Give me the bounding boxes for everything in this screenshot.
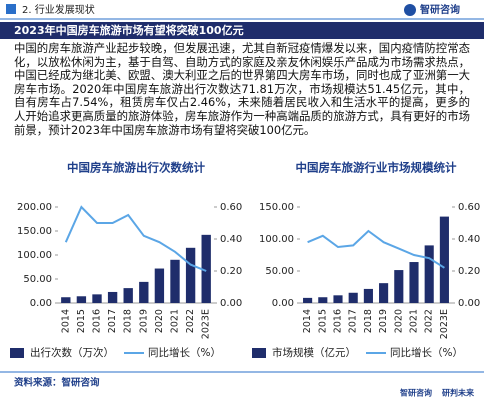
y2-tick-label: 0.40	[458, 234, 480, 245]
y-tick-label: 0.00	[30, 298, 52, 309]
y2-tick-label: 0.20	[220, 266, 242, 277]
x-tick-label: 2022	[424, 309, 435, 333]
y-tick-label: 50.00	[23, 274, 52, 285]
x-tick-label: 2023E	[201, 309, 212, 339]
y2-tick-label: 0.00	[220, 298, 242, 309]
source: 资料来源：智研咨询	[14, 377, 100, 389]
logo-icon	[404, 4, 416, 16]
legend-label: 同比增长（%）	[148, 346, 221, 359]
bar	[379, 283, 389, 303]
footer-slogan: 研判未来	[442, 388, 475, 398]
x-tick-label: 2018	[363, 309, 374, 333]
x-tick-label: 2021	[170, 309, 181, 333]
line	[307, 229, 445, 269]
x-tick-label: 2021	[409, 309, 420, 333]
y2-tick-label: 0.20	[458, 266, 480, 277]
bar	[424, 245, 434, 303]
bar	[303, 297, 313, 303]
section-icon	[6, 4, 16, 14]
y2-tick-label: 0.00	[458, 298, 480, 309]
x-tick-label: 2018	[123, 309, 134, 333]
x-tick-label: 2019	[138, 309, 149, 333]
x-tick-label: 2016	[92, 309, 103, 333]
x-tick-label: 2014	[302, 309, 313, 333]
y2-tick-label: 0.40	[220, 234, 242, 245]
bar	[409, 262, 419, 303]
bar	[201, 234, 211, 303]
bar	[363, 288, 373, 303]
line	[64, 205, 207, 272]
y-tick-label: 100.00	[259, 234, 294, 245]
section-title: 2. 行业发展现状	[22, 3, 95, 16]
bar	[318, 297, 328, 303]
chart-title: 中国房车旅游出行次数统计	[67, 161, 205, 175]
logo-text: 智研咨询	[420, 3, 460, 16]
x-tick-label: 2015	[317, 309, 328, 333]
legend-label: 同比增长（%）	[390, 346, 463, 359]
bar	[61, 297, 71, 303]
bar	[185, 247, 196, 303]
page-title: 2023年中国房车旅游市场有望将突破100亿元	[14, 23, 244, 37]
y2-tick-label: 0.60	[220, 202, 242, 213]
x-tick-label: 2017	[107, 309, 118, 333]
x-tick-label: 2019	[378, 309, 389, 333]
y-tick-label: 0.00	[272, 298, 294, 309]
x-tick-label: 2020	[393, 309, 404, 333]
legend-label: 市场规模（亿元）	[272, 346, 356, 359]
bar	[139, 281, 149, 303]
legend-label: 出行次数（万次）	[30, 346, 114, 359]
y2-tick-label: 0.60	[458, 202, 480, 213]
bar	[123, 288, 133, 303]
x-tick-label: 2016	[333, 309, 344, 333]
bar	[170, 259, 180, 303]
bar	[333, 295, 343, 303]
bar	[394, 270, 404, 303]
x-tick-label: 2014	[60, 309, 71, 333]
bar	[107, 291, 118, 303]
paragraph: 中国的房车旅游产业起步较晚，但发展迅速，尤其自新冠疫情爆发以来，国内疫情防控常态…	[14, 41, 470, 137]
x-tick-label: 2023E	[439, 309, 450, 339]
y-tick-label: 150.00	[259, 202, 294, 213]
x-tick-label: 2017	[348, 309, 359, 333]
y-tick-label: 50.00	[265, 266, 294, 277]
bar	[439, 216, 449, 303]
bar	[92, 294, 102, 303]
legend-swatch	[10, 348, 24, 358]
bar	[348, 292, 358, 303]
bar	[76, 296, 87, 303]
legend-swatch	[252, 348, 266, 358]
bar	[154, 268, 165, 303]
y-tick-label: 200.00	[17, 202, 52, 213]
x-tick-label: 2022	[185, 309, 196, 333]
title-bar	[0, 22, 484, 39]
x-tick-label: 2020	[154, 309, 165, 333]
footer-brand: 智研咨询	[400, 388, 432, 398]
y-tick-label: 150.00	[17, 226, 52, 237]
y-tick-label: 100.00	[17, 250, 52, 261]
x-tick-label: 2015	[76, 309, 87, 333]
chart-title: 中国房车旅游行业市场规模统计	[296, 161, 457, 175]
